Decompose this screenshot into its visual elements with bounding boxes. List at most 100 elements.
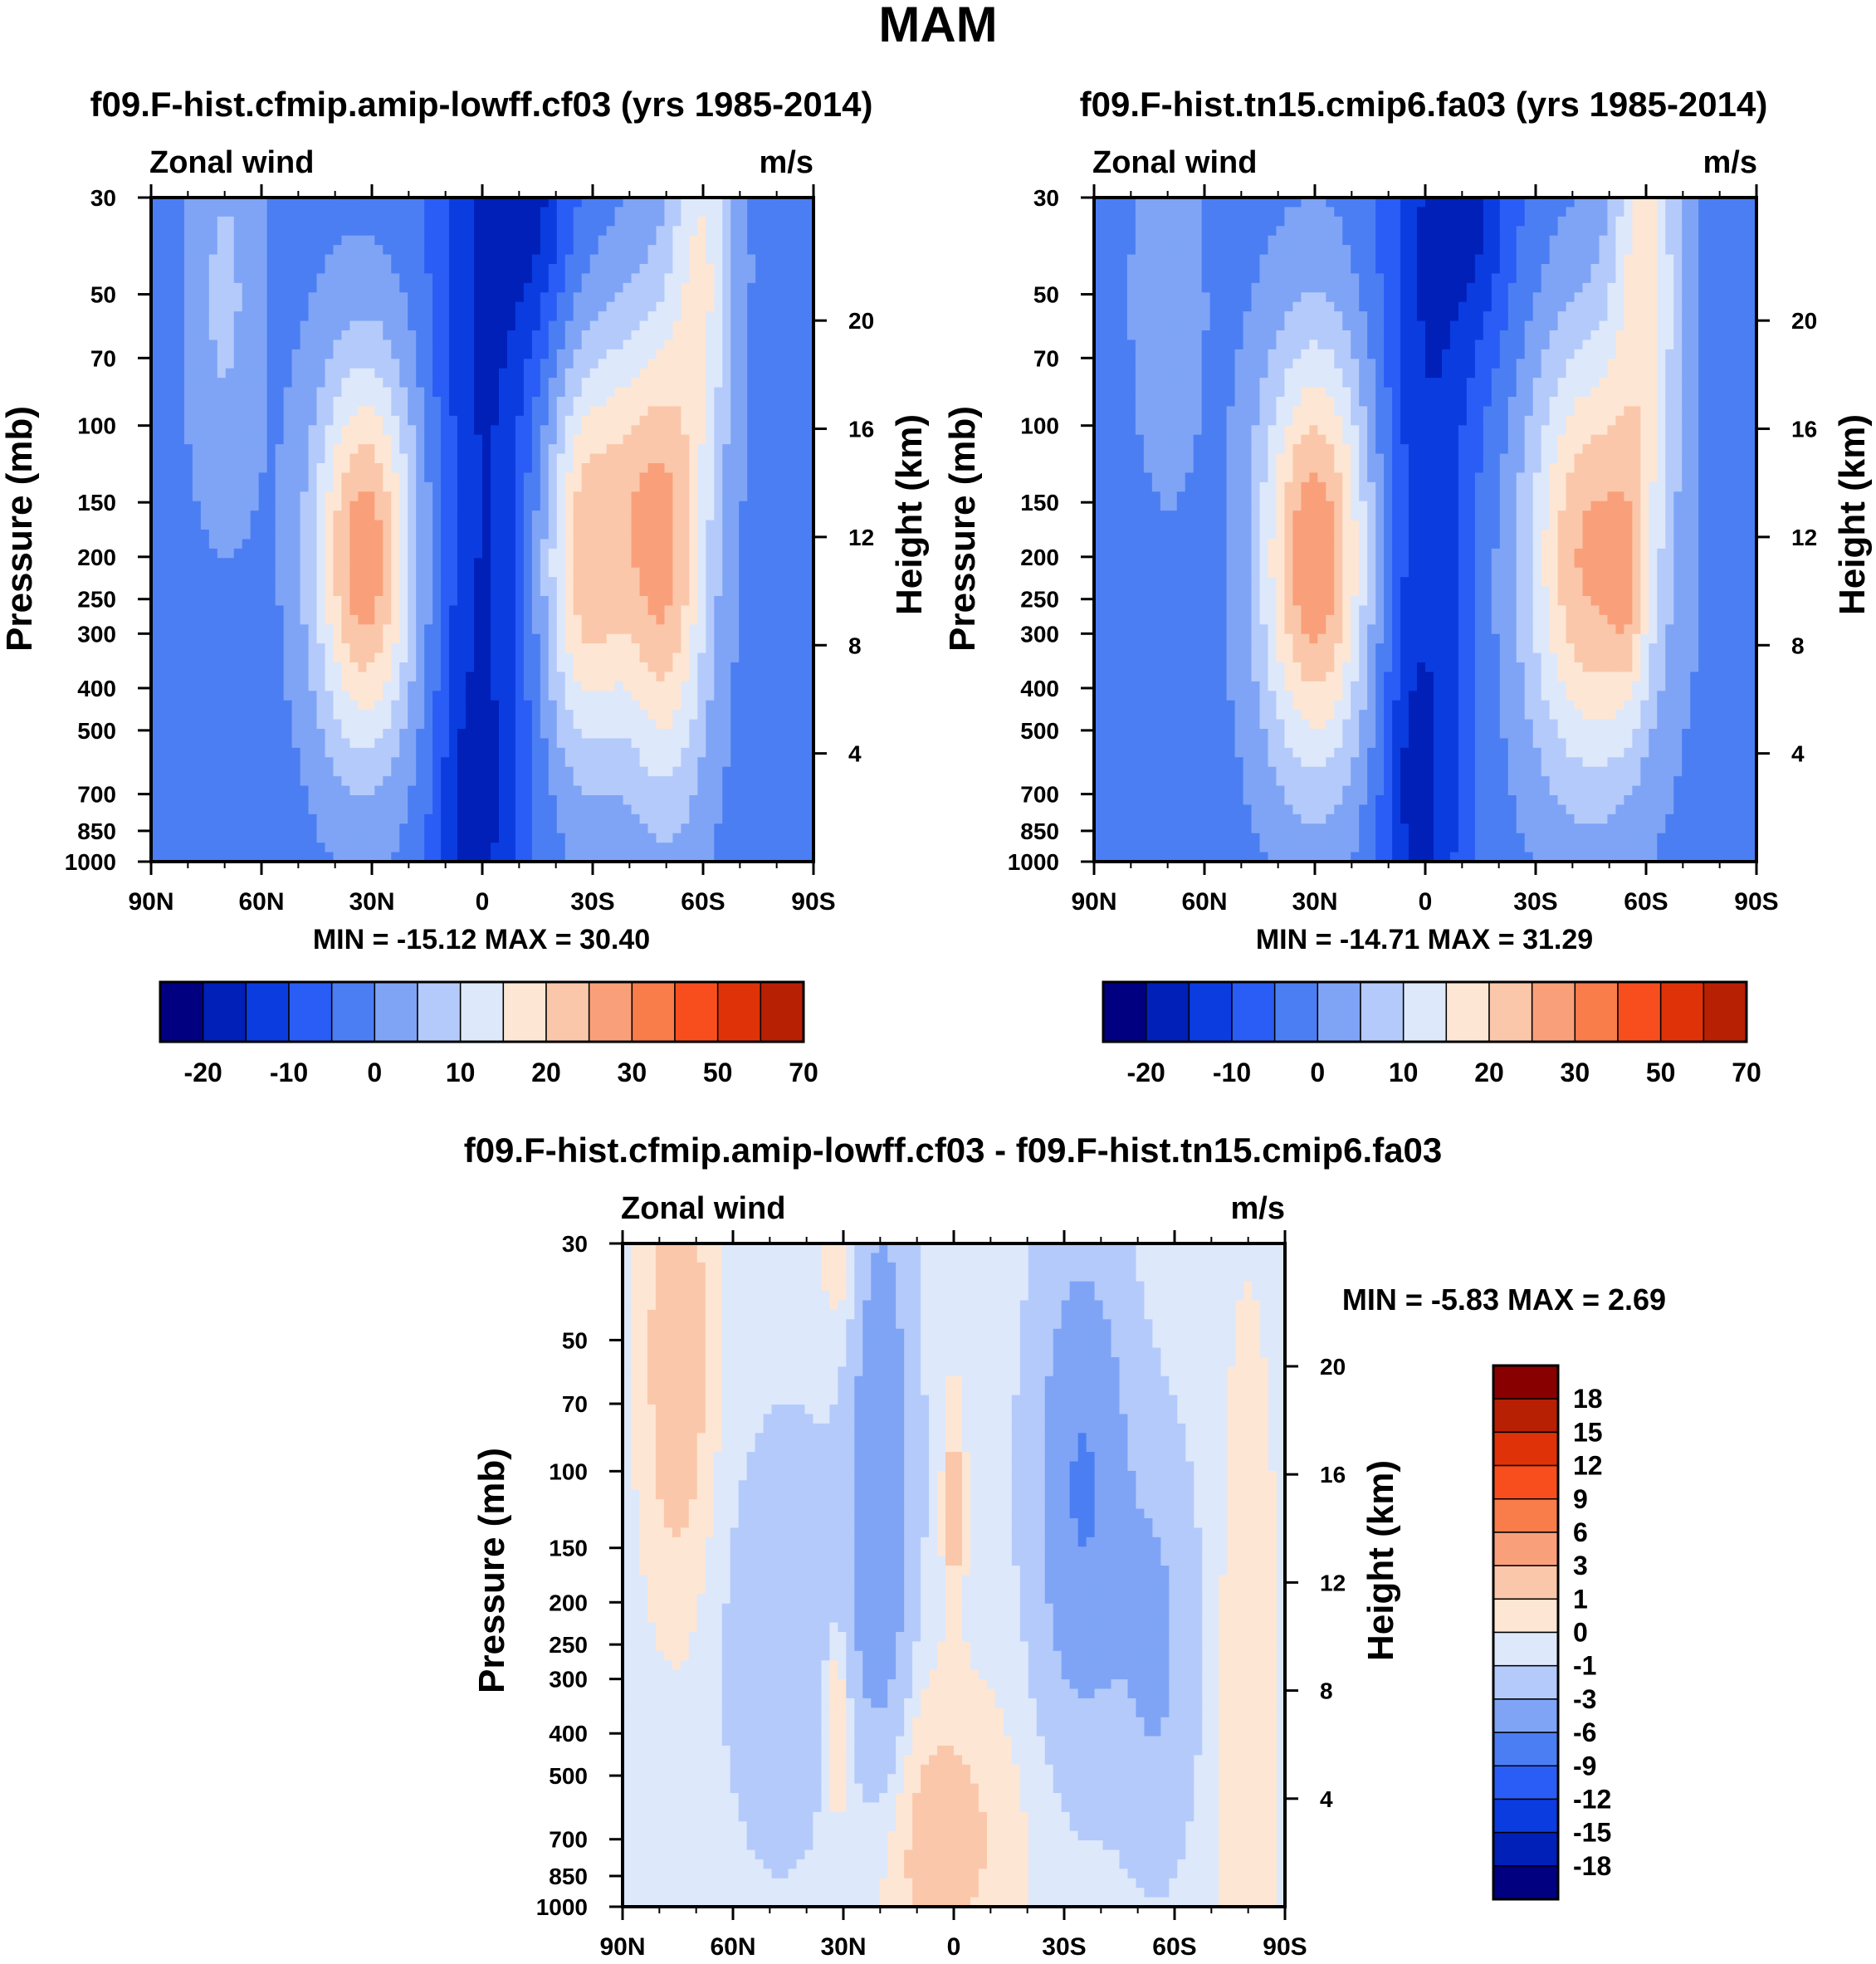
panel1-cell	[242, 282, 252, 293]
panel1-cell	[589, 292, 599, 303]
panel1-cell	[631, 652, 641, 663]
panel1-cell	[208, 662, 218, 673]
panel1-cell	[159, 511, 169, 521]
panel1-cell	[300, 444, 310, 455]
panel1-cell	[581, 481, 591, 492]
panel1-cell	[408, 719, 417, 730]
panel1-cell	[374, 662, 384, 673]
panel1-cell	[466, 245, 475, 256]
panel1-cell	[805, 719, 814, 730]
panel1-cell	[506, 530, 516, 540]
panel1-cell	[466, 691, 475, 701]
panel1-cell	[175, 387, 185, 398]
panel1-cell	[457, 501, 467, 511]
panel1-cell	[225, 406, 235, 417]
panel1-cell	[689, 577, 698, 588]
panel1-cell	[275, 330, 285, 341]
panel1-cell	[416, 624, 425, 635]
panel1-cell	[697, 481, 706, 492]
panel1-cell	[416, 273, 425, 284]
panel1-cell	[474, 738, 483, 749]
panel1-cell	[722, 226, 731, 237]
panel1-cell	[506, 719, 516, 730]
panel1-cell	[739, 662, 748, 673]
panel1-cell	[391, 387, 400, 398]
panel1-cell	[167, 434, 177, 445]
panel1-cell	[233, 320, 243, 331]
panel1-cell	[739, 226, 748, 237]
panel1-cell	[631, 264, 641, 275]
panel1-cell	[374, 776, 384, 787]
panel1-cell	[672, 766, 682, 777]
panel1-cell	[432, 614, 442, 625]
panel1-cell	[183, 785, 193, 796]
panel1-cell	[739, 397, 748, 408]
panel1-cell	[797, 273, 806, 284]
panel1-cell	[208, 406, 218, 417]
panel1-cell	[258, 738, 268, 749]
panel1-cell	[540, 235, 550, 246]
panel1-cell	[805, 406, 814, 417]
panel1-cell	[432, 766, 442, 777]
panel1-cell	[664, 567, 674, 578]
panel1-cell	[374, 747, 384, 758]
panel1-cell	[457, 766, 467, 777]
panel1-cell	[722, 425, 731, 436]
panel1-cell	[275, 729, 285, 740]
panel1-cell	[623, 776, 633, 787]
panel1-cell	[474, 662, 483, 673]
panel1-cell	[714, 539, 723, 550]
panel1-cell	[506, 254, 516, 265]
panel1-cell	[764, 643, 773, 654]
panel1-cell	[341, 662, 350, 673]
panel1-cell	[192, 359, 202, 369]
panel1-cell	[217, 520, 227, 530]
panel1-cell	[739, 207, 748, 217]
panel1-cell	[523, 652, 533, 663]
panel1-cell	[258, 577, 268, 588]
panel1-cell	[383, 254, 392, 265]
panel1-cell	[672, 330, 682, 341]
panel1-cell	[233, 662, 243, 673]
panel1-cell	[739, 729, 748, 740]
panel1-cell	[308, 672, 318, 682]
panel1-cell	[523, 614, 533, 625]
panel1-cell	[506, 643, 516, 654]
panel1-cell	[275, 567, 285, 578]
panel1-cell	[564, 378, 574, 388]
panel1-cell	[449, 481, 458, 492]
panel1-cell	[498, 766, 508, 777]
panel1-cell	[457, 320, 467, 331]
panel1-cell	[656, 691, 666, 701]
panel1-cell	[233, 453, 243, 464]
panel1-cell	[706, 463, 715, 474]
panel1-cell	[639, 273, 649, 284]
panel1-cell	[383, 586, 392, 597]
panel1-cell	[697, 681, 706, 691]
panel1-cell	[614, 349, 624, 359]
panel1-cell	[780, 596, 789, 607]
panel1-cell	[358, 643, 367, 654]
panel1-cell	[291, 681, 301, 691]
panel1-cell	[797, 681, 806, 691]
panel1-cell	[408, 757, 417, 768]
panel1-cell	[333, 320, 343, 331]
panel1-cell	[589, 320, 599, 331]
panel1-cell	[316, 747, 326, 758]
panel1-cell	[449, 273, 458, 284]
panel1-cell	[233, 349, 243, 359]
panel1-cell	[192, 444, 202, 455]
panel1-cell	[258, 254, 268, 265]
panel1-cell	[366, 397, 375, 408]
panel1-cell	[358, 330, 367, 341]
panel1-cell	[449, 397, 458, 408]
panel1-cell	[639, 672, 649, 682]
panel1-cell	[598, 757, 608, 768]
panel1-cell	[333, 282, 343, 293]
panel1-cell	[498, 349, 508, 359]
panel1-cell	[523, 387, 533, 398]
panel1-cell	[225, 662, 235, 673]
panel1-cell	[217, 729, 227, 740]
panel1-cell	[556, 643, 566, 654]
panel1-cell	[217, 226, 227, 237]
